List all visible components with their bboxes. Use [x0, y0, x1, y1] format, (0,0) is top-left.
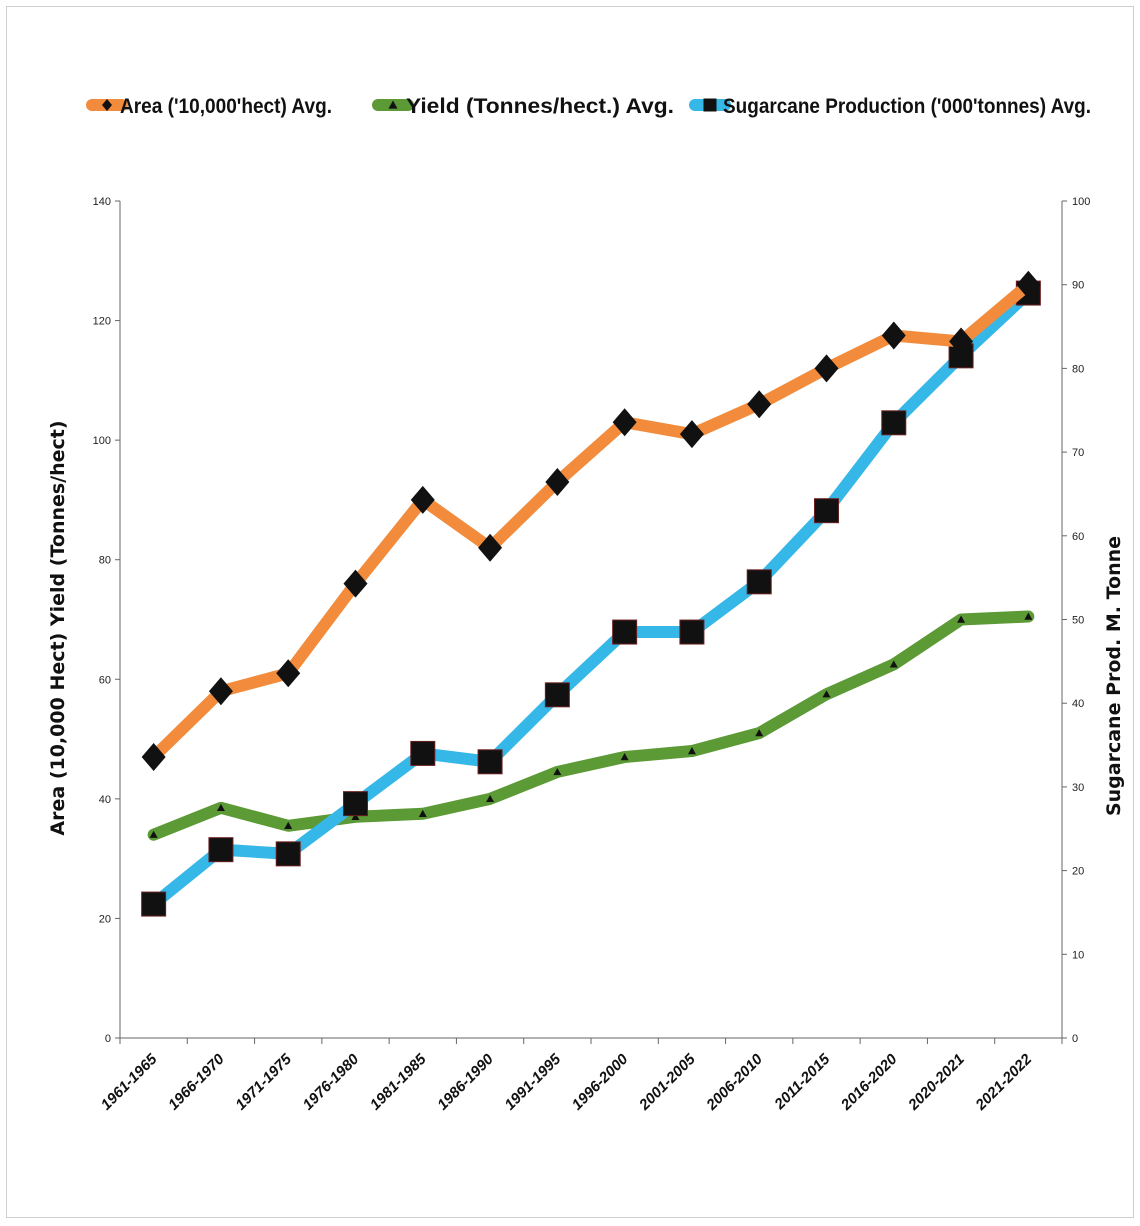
series-diamond: [141, 270, 1041, 772]
triangle-marker: [889, 660, 898, 668]
diamond-marker: [545, 467, 570, 496]
diamond-marker: [612, 408, 637, 437]
diamond-marker: [949, 327, 974, 356]
square-marker: [544, 682, 570, 708]
x-tick-label: 1986-1990: [434, 1050, 497, 1113]
y-right-tick-label: 10: [1072, 949, 1084, 961]
legend-label: Area ('10,000'hect) Avg.: [120, 95, 332, 118]
square-marker: [814, 498, 839, 524]
triangle-marker: [687, 747, 696, 755]
y-left-tick-label: 80: [99, 555, 111, 567]
x-tick-label: 1996-2000: [569, 1050, 632, 1113]
diamond-marker: [814, 354, 839, 383]
legend-label: Sugarcane Production ('000'tonnes) Avg.: [723, 95, 1091, 118]
x-tick-label: 1961-1965: [98, 1050, 161, 1113]
diamond-marker: [747, 390, 772, 419]
diamond-marker: [208, 677, 233, 706]
x-tick-label: 2006-2010: [703, 1050, 767, 1114]
y-left-tick-label: 100: [93, 435, 111, 447]
y-right-tick-label: 50: [1072, 615, 1084, 627]
diamond-marker: [141, 743, 166, 772]
y-right-tick-label: 0: [1072, 1033, 1078, 1045]
square-marker: [477, 749, 503, 775]
triangle-marker: [149, 830, 158, 838]
square-marker: [881, 410, 907, 436]
x-tick-label: 1971-1975: [232, 1050, 295, 1113]
series-triangle: [147, 610, 1035, 841]
square-marker: [679, 619, 705, 645]
y-right-tick-label: 20: [1072, 866, 1084, 878]
chart-frame: [6, 6, 1134, 1218]
square-marker: [746, 569, 772, 595]
series-line: [147, 278, 1035, 764]
diamond-marker: [276, 659, 301, 688]
y-left-tick-label: 60: [99, 674, 111, 686]
triangle-marker: [486, 794, 495, 803]
diamond-marker: [102, 99, 112, 111]
triangle-marker: [957, 615, 966, 623]
series-layer: [141, 270, 1041, 917]
triangle-marker: [1024, 612, 1033, 620]
x-tick-label: 2020-2021: [904, 1051, 967, 1114]
square-marker: [343, 791, 368, 817]
triangle-marker: [351, 812, 360, 820]
y-right-tick-label: 100: [1072, 196, 1090, 208]
y-axis-right-label: Sugarcane Prod. M. Tonne: [1103, 536, 1125, 816]
x-tick-label: 2021-2022: [972, 1050, 1036, 1114]
y-left-tick-label: 20: [99, 913, 111, 925]
triangle-marker: [553, 767, 562, 776]
diamond-marker: [679, 420, 704, 449]
square-marker: [208, 837, 234, 863]
square-marker: [275, 841, 301, 867]
triangle-marker: [822, 690, 831, 698]
triangle-marker: [620, 753, 629, 761]
series-line: [147, 610, 1035, 841]
diamond-marker: [881, 321, 906, 350]
y-left-tick-label: 40: [99, 794, 111, 806]
y-left-tick-label: 140: [93, 196, 111, 208]
diamond-marker: [343, 569, 368, 598]
triangle-marker: [418, 809, 427, 818]
y-right-tick-label: 30: [1072, 782, 1084, 794]
triangle-marker: [755, 729, 764, 737]
x-tick-label: 1976-1980: [300, 1050, 363, 1113]
triangle-marker: [216, 803, 225, 812]
square-marker: [703, 98, 717, 112]
x-tick-label: 2016-2020: [837, 1050, 901, 1114]
triangle-marker: [284, 821, 293, 829]
square-marker: [141, 891, 167, 917]
series-square: [141, 280, 1041, 917]
x-tick-label: 1966-1970: [165, 1050, 228, 1113]
y-axis-left-label: Area (10,000 Hect) Yield (Tonnes/hect): [47, 420, 69, 835]
square-marker: [612, 619, 638, 645]
y-right-tick-label: 70: [1072, 447, 1084, 459]
y-right-tick-label: 60: [1072, 531, 1084, 543]
diamond-marker: [1016, 270, 1041, 299]
y-right-tick-label: 90: [1072, 280, 1084, 292]
legend-label: Yield (Tonnes/hect.) Avg.: [406, 95, 674, 118]
x-tick-label: 2001-2005: [635, 1050, 699, 1114]
diamond-marker: [478, 533, 503, 562]
legend: Area ('10,000'hect) Avg. Yield (Tonnes/he…: [86, 95, 1091, 118]
y-left-tick-label: 0: [105, 1033, 111, 1045]
series-line: [147, 287, 1035, 911]
triangle-marker: [388, 100, 398, 109]
x-tick-label: 2011-2015: [771, 1050, 834, 1113]
diamond-marker: [410, 485, 435, 514]
x-tick-label: 1981-1985: [367, 1050, 430, 1113]
y-left-tick-label: 120: [93, 316, 111, 328]
square-marker: [410, 740, 436, 766]
y-right-tick-label: 40: [1072, 698, 1084, 710]
y-right-tick-label: 80: [1072, 363, 1084, 375]
x-tick-label: 1991-1995: [501, 1050, 564, 1113]
